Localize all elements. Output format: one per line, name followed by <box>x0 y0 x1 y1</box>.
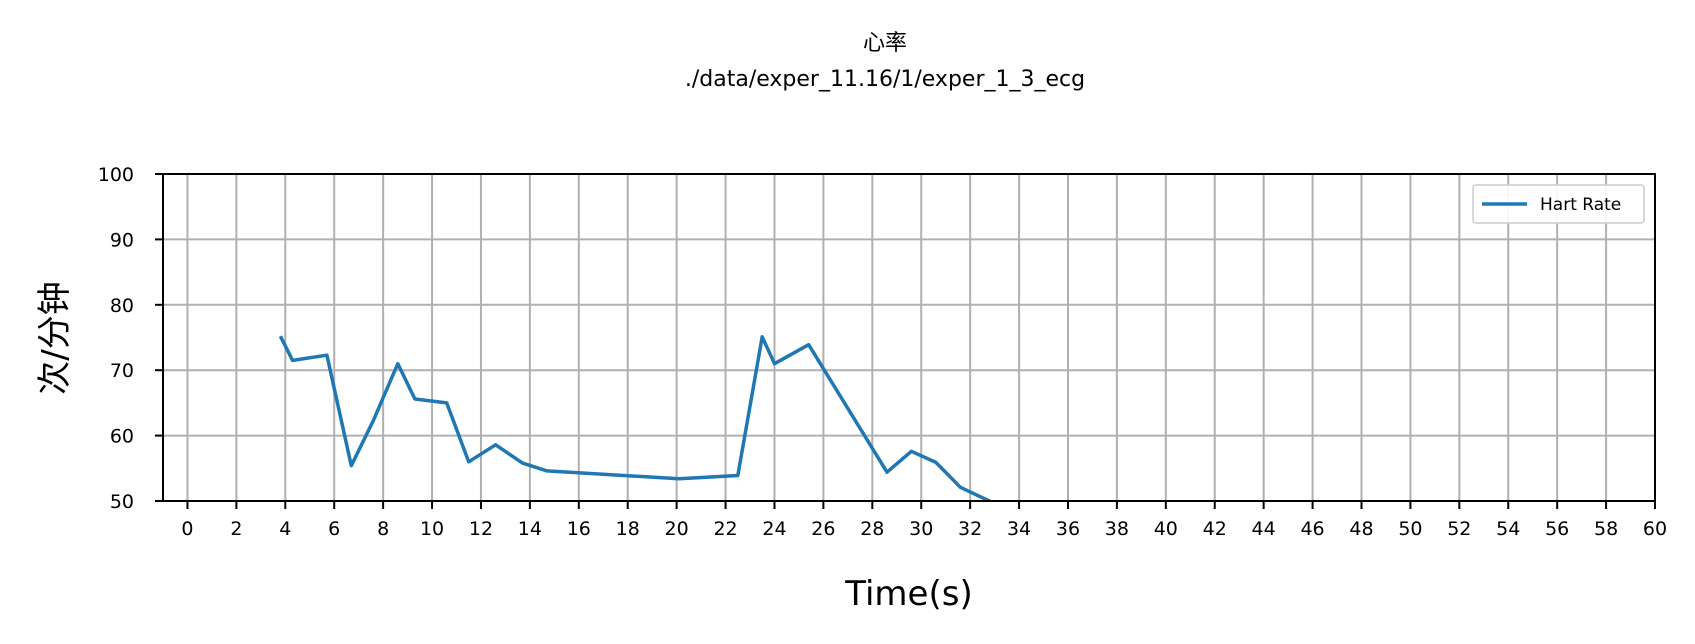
chart-title: 心率 <box>863 31 907 56</box>
x-tick-label: 2 <box>230 518 242 540</box>
x-tick-label: 60 <box>1643 518 1667 540</box>
x-tick-label: 52 <box>1447 518 1471 540</box>
y-tick-label: 60 <box>110 426 134 448</box>
grid <box>163 173 1656 502</box>
x-tick-label: 36 <box>1056 518 1080 540</box>
x-tick-label: 26 <box>811 518 835 540</box>
x-tick-label: 34 <box>1007 518 1031 540</box>
y-axis-label: 次/分钟 <box>35 281 75 394</box>
x-tick-label: 24 <box>762 518 786 540</box>
legend-box <box>1472 184 1645 224</box>
x-axis: 0 2 4 6 8 10 12 14 16 18 20 22 24 26 28 30 32 34 36 38 40 42 4… <box>181 501 1667 540</box>
x-axis-label: Time(s) <box>844 574 972 614</box>
x-tick-label: 16 <box>567 518 591 540</box>
series-line-heart-rate <box>278 335 993 501</box>
x-tick-label: 50 <box>1398 518 1422 540</box>
x-tick-label: 48 <box>1349 518 1373 540</box>
y-tick-label: 100 <box>98 164 134 186</box>
x-tick-label: 58 <box>1594 518 1618 540</box>
series-layer <box>278 335 993 501</box>
x-tick-label: 4 <box>279 518 291 540</box>
x-tick-label: 54 <box>1496 518 1520 540</box>
y-tick-label: 70 <box>110 360 134 382</box>
x-tick-label: 38 <box>1105 518 1129 540</box>
chart-subtitle: ./data/exper_11.16/1/exper_1_3_ecg <box>685 67 1085 92</box>
x-tick-label: 56 <box>1545 518 1569 540</box>
x-tick-label: 44 <box>1252 518 1276 540</box>
x-tick-label: 46 <box>1300 518 1324 540</box>
x-tick-label: 12 <box>469 518 493 540</box>
x-tick-label: 40 <box>1154 518 1178 540</box>
x-tick-label: 42 <box>1203 518 1227 540</box>
x-tick-label: 22 <box>713 518 737 540</box>
x-tick-label: 0 <box>181 518 193 540</box>
x-tick-label: 14 <box>518 518 542 540</box>
x-tick-label: 32 <box>958 518 982 540</box>
y-tick-label: 50 <box>110 491 134 513</box>
legend: Hart Rate <box>1472 184 1645 224</box>
x-tick-label: 18 <box>616 518 640 540</box>
x-tick-label: 28 <box>860 518 884 540</box>
plot-frame <box>162 173 1656 502</box>
y-axis: 50 60 70 80 90 100 <box>98 164 163 513</box>
x-tick-label: 30 <box>909 518 933 540</box>
x-tick-label: 8 <box>377 518 389 540</box>
y-tick-label: 90 <box>110 229 134 251</box>
legend-label: Hart Rate <box>1540 195 1621 215</box>
x-tick-label: 20 <box>665 518 689 540</box>
x-tick-label: 10 <box>420 518 444 540</box>
x-tick-label: 6 <box>328 518 340 540</box>
y-tick-label: 80 <box>110 295 134 317</box>
